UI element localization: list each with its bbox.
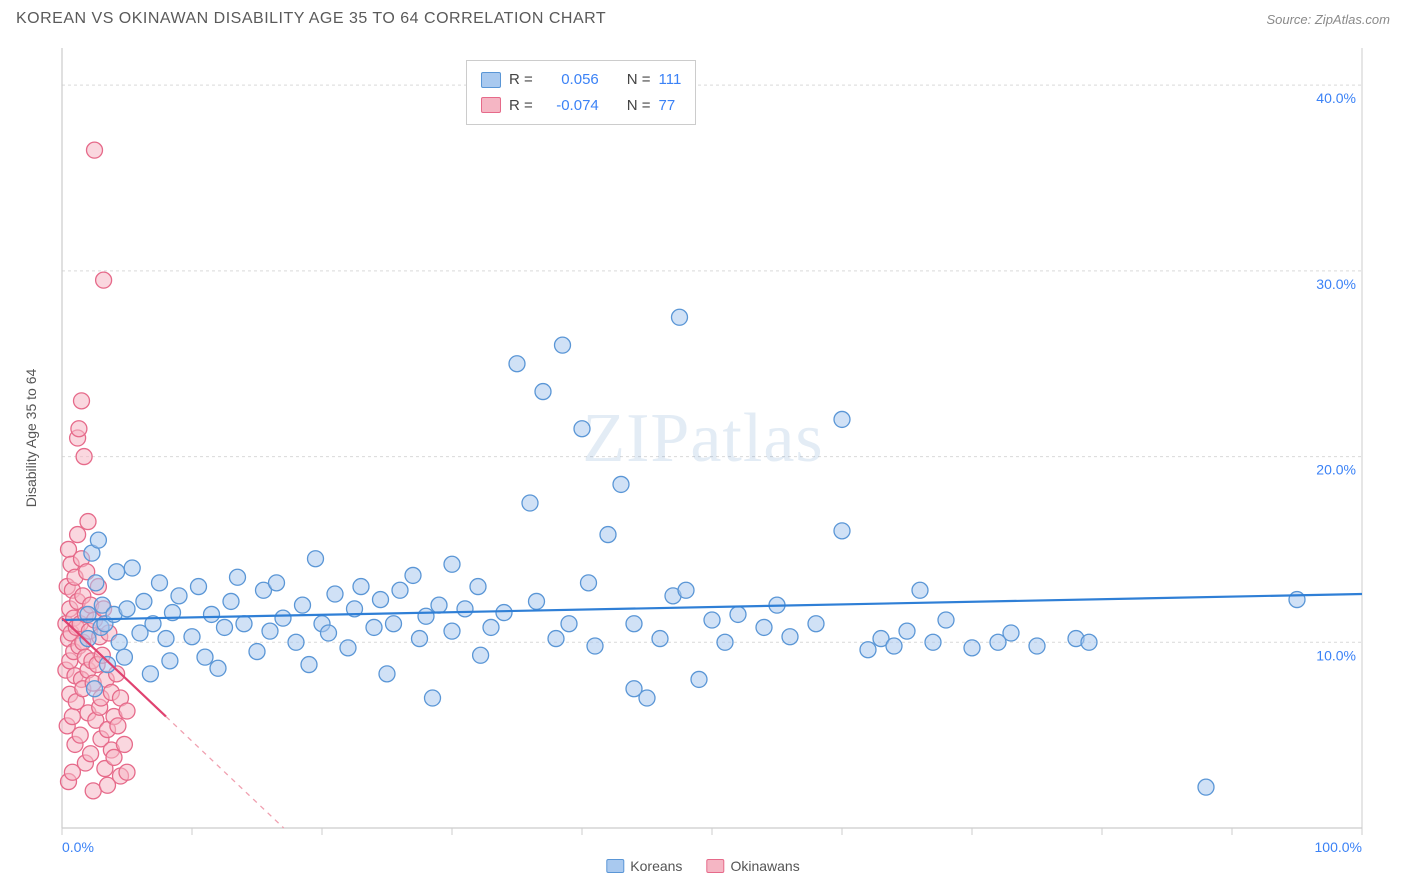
- scatter-chart-svg: 10.0% 20.0% 30.0% 40.0% 0.0% 100.0% Disability…: [16, 40, 1390, 872]
- stats-swatch: [481, 72, 501, 88]
- legend-item: Koreans: [606, 858, 682, 874]
- n-value: 111: [659, 67, 682, 93]
- svg-text:40.0%: 40.0%: [1316, 90, 1356, 106]
- legend-swatch: [606, 859, 624, 873]
- chart-area: 10.0% 20.0% 30.0% 40.0% 0.0% 100.0% Disability…: [16, 40, 1390, 872]
- r-value: 0.056: [541, 67, 599, 93]
- n-label: N =: [627, 67, 651, 93]
- n-label: N =: [627, 93, 651, 119]
- r-label: R =: [509, 93, 533, 119]
- legend-label: Okinawans: [730, 858, 799, 874]
- legend-item: Okinawans: [706, 858, 799, 874]
- legend-bottom: Koreans Okinawans: [606, 858, 799, 874]
- chart-header: KOREAN VS OKINAWAN DISABILITY AGE 35 TO …: [0, 0, 1406, 34]
- svg-text:Disability Age 35 to 64: Disability Age 35 to 64: [23, 369, 39, 508]
- legend-label: Koreans: [630, 858, 682, 874]
- r-label: R =: [509, 67, 533, 93]
- correlation-stats-box: R = 0.056 N = 111 R = -0.074 N = 77: [466, 60, 696, 125]
- stats-row: R = 0.056 N = 111: [481, 67, 681, 93]
- chart-source: Source: ZipAtlas.com: [1266, 12, 1390, 27]
- n-value: 77: [659, 93, 676, 119]
- svg-text:100.0%: 100.0%: [1315, 839, 1362, 855]
- stats-row: R = -0.074 N = 77: [481, 93, 681, 119]
- legend-swatch: [706, 859, 724, 873]
- svg-text:20.0%: 20.0%: [1316, 462, 1356, 478]
- svg-text:0.0%: 0.0%: [62, 839, 94, 855]
- stats-swatch: [481, 97, 501, 113]
- r-value: -0.074: [541, 93, 599, 119]
- svg-text:10.0%: 10.0%: [1316, 647, 1356, 663]
- chart-title: KOREAN VS OKINAWAN DISABILITY AGE 35 TO …: [16, 10, 606, 28]
- svg-text:30.0%: 30.0%: [1316, 276, 1356, 292]
